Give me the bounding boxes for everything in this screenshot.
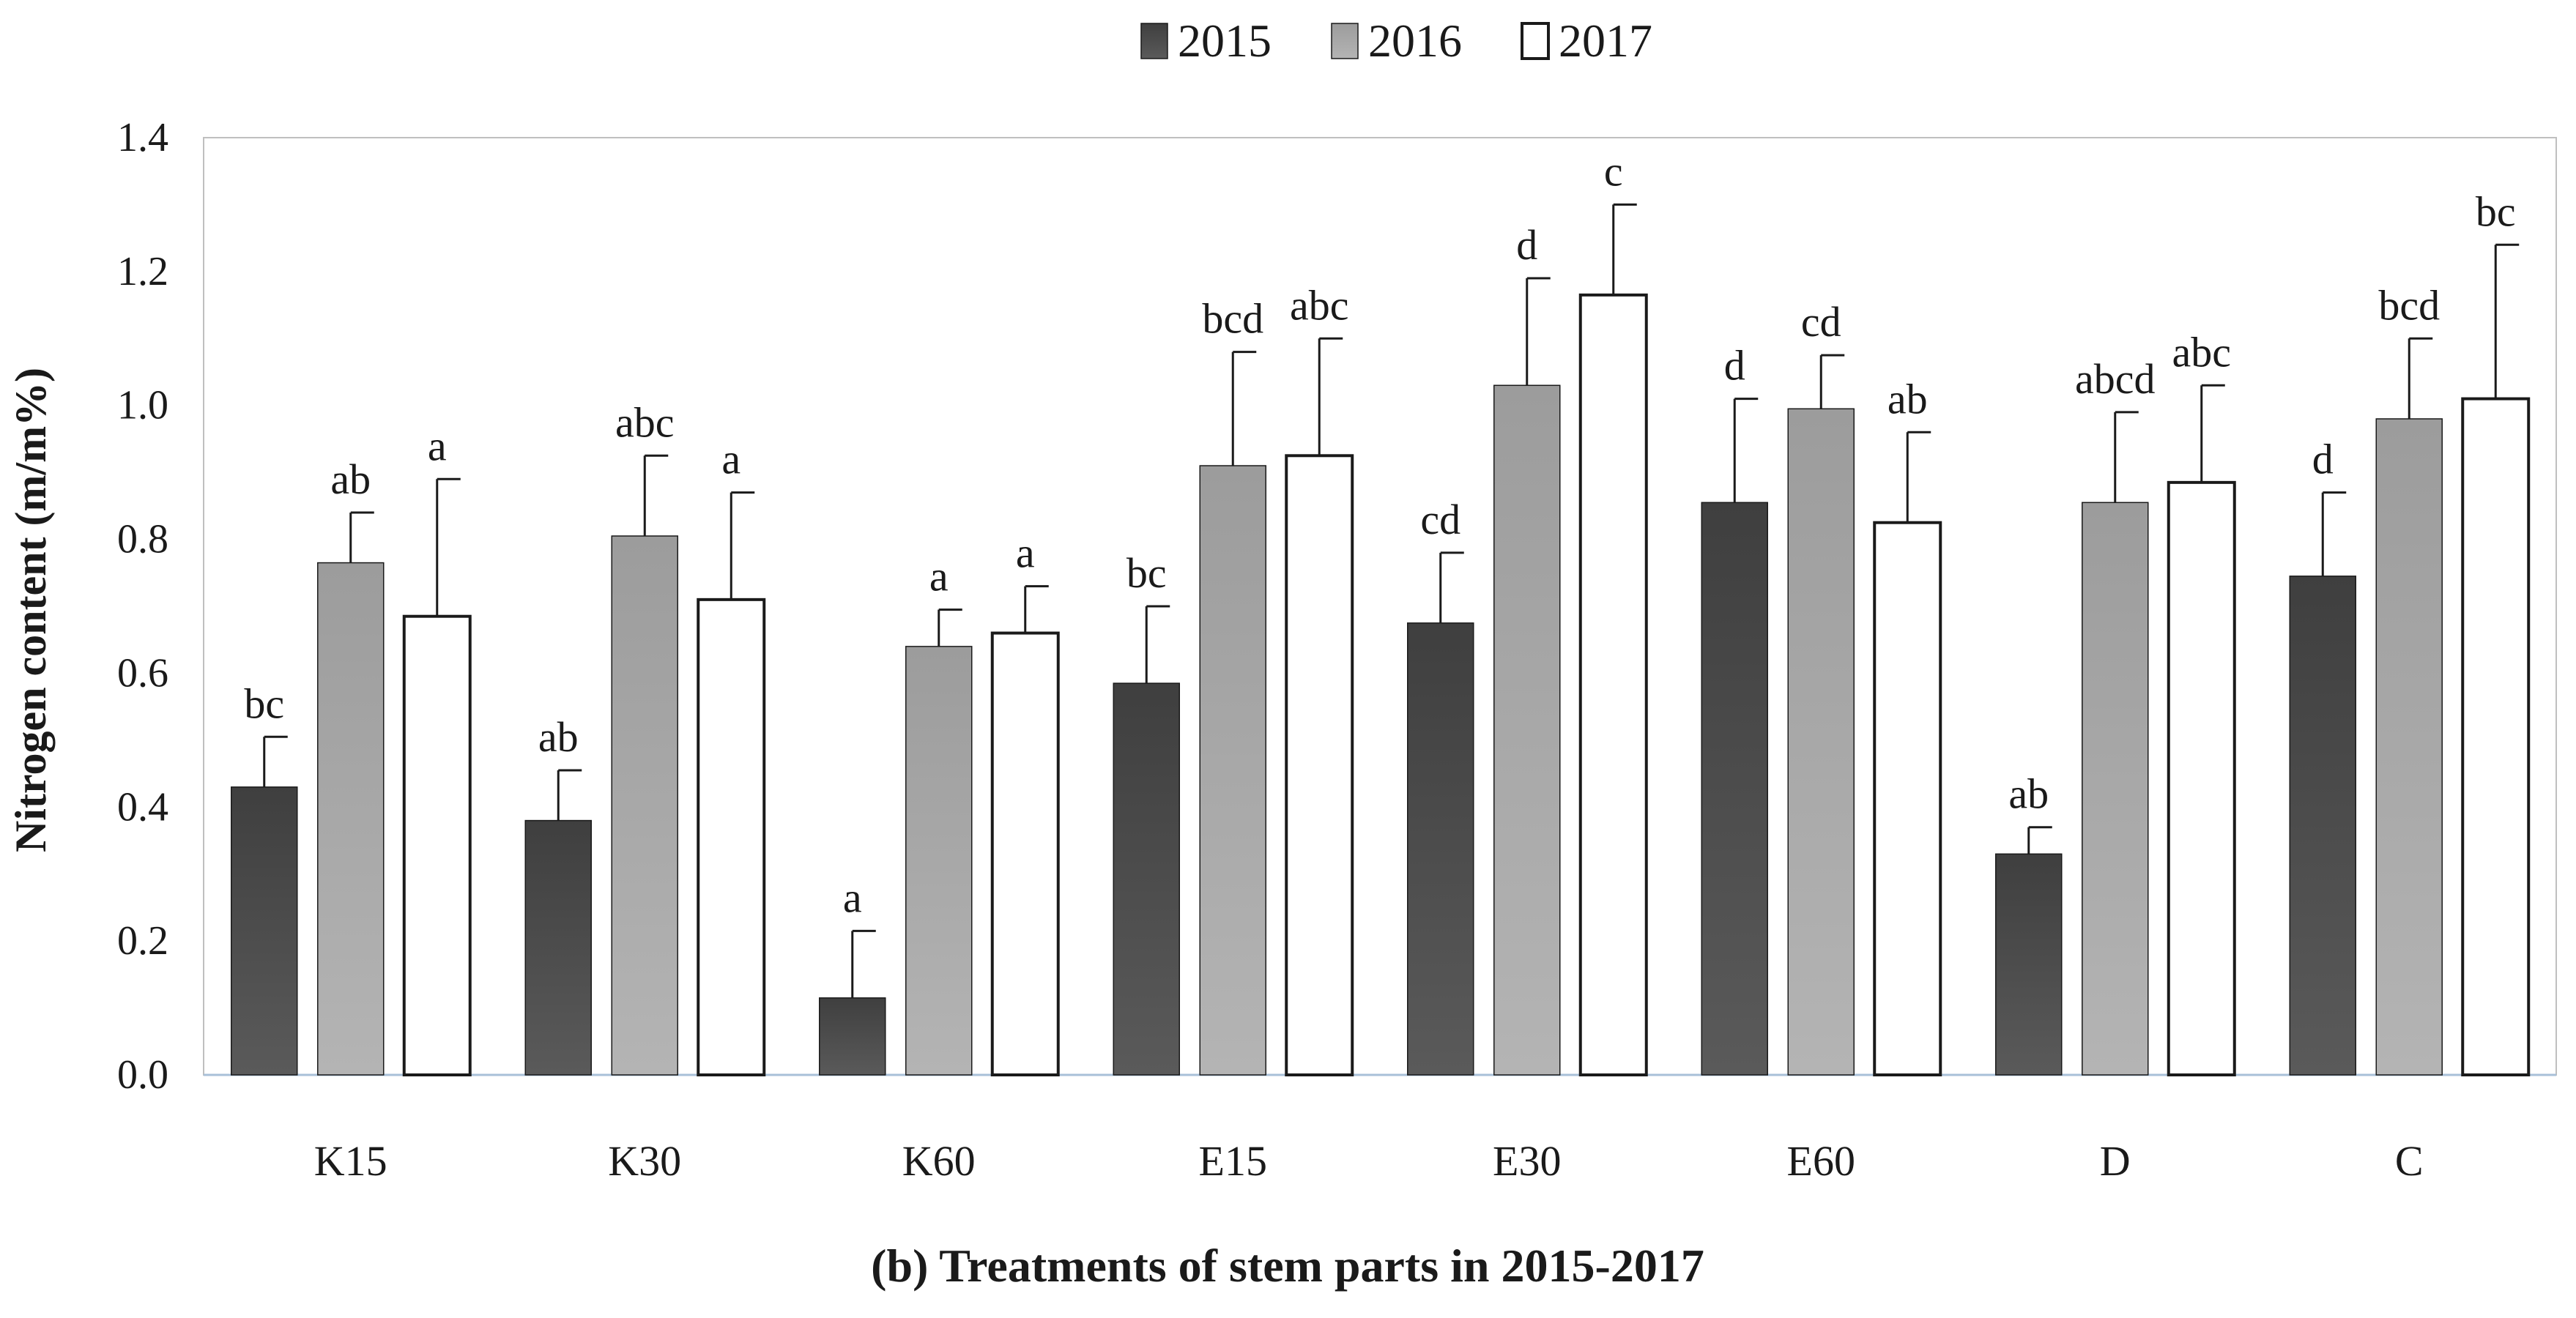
y-axis-title: Nitrogen content (m/m%) [7, 368, 55, 852]
bar-2016-K15 [317, 562, 385, 1076]
y-tick-label: 0.0 [117, 1052, 168, 1098]
significance-label: bcd [1202, 295, 1263, 343]
significance-label: d [1516, 221, 1537, 269]
bar-2015-E60 [1701, 502, 1768, 1076]
significance-label: bc [1126, 549, 1167, 597]
significance-label: d [2312, 436, 2334, 483]
significance-label: abcd [2075, 355, 2156, 403]
significance-label: bcd [2378, 281, 2440, 329]
y-axis: 0.0 0.2 0.4 0.6 0.8 1.0 1.2 1.4 [117, 115, 168, 1098]
y-tick-label: 0.8 [117, 517, 168, 562]
legend-label-2017: 2017 [1559, 15, 1652, 67]
significance-label: ab [2008, 770, 2049, 818]
significance-label: cd [1420, 496, 1460, 543]
significance-label: abc [2172, 328, 2232, 376]
x-tick-label: D [2100, 1137, 2131, 1185]
legend-swatch-2017 [1521, 22, 1550, 60]
bar-2015-K30 [524, 819, 592, 1076]
bar-2016-E15 [1199, 465, 1266, 1076]
legend: 2015 2016 2017 [1140, 15, 1652, 67]
legend-swatch-2015 [1140, 23, 1168, 59]
significance-label: d [1724, 342, 1745, 390]
bar-2017-K60 [990, 631, 1060, 1076]
significance-label: c [1604, 147, 1623, 195]
significance-label: ab [538, 713, 579, 761]
significance-label: a [721, 436, 740, 483]
significance-label: ab [1888, 375, 1928, 422]
x-tick-label: K15 [314, 1137, 387, 1185]
plot-frame [203, 137, 2557, 1076]
significance-label: abc [1290, 281, 1349, 329]
x-tick-label: K30 [608, 1137, 681, 1185]
bar-2017-C [2461, 397, 2531, 1076]
bar-2017-K30 [697, 597, 766, 1076]
y-tick-label: 0.4 [117, 784, 168, 830]
bar-2015-E15 [1113, 682, 1180, 1076]
bar-2015-K15 [231, 786, 298, 1076]
legend-swatch-2016 [1331, 23, 1359, 59]
significance-label: ab [330, 455, 371, 503]
x-tick-label: E60 [1787, 1137, 1855, 1185]
significance-label: a [929, 553, 949, 600]
bar-2015-K60 [819, 997, 886, 1076]
x-tick-label: E30 [1493, 1137, 1561, 1185]
significance-label: bc [244, 680, 284, 727]
bar-2016-K30 [611, 535, 678, 1076]
bar-2017-K15 [402, 614, 472, 1076]
bar-2015-E30 [1407, 622, 1474, 1076]
bar-2017-D [2167, 480, 2236, 1076]
bar-2015-D [1995, 853, 2063, 1076]
bar-2017-E60 [1873, 521, 1942, 1076]
bar-2016-E30 [1493, 384, 1561, 1076]
x-tick-label: K60 [902, 1137, 976, 1185]
y-tick-label: 1.0 [117, 383, 168, 428]
bar-2015-C [2289, 576, 2356, 1076]
y-tick-label: 1.4 [117, 115, 168, 160]
significance-label: a [428, 422, 447, 469]
legend-label-2016: 2016 [1368, 15, 1462, 67]
significance-label: cd [1801, 298, 1841, 346]
significance-label: bc [2476, 187, 2516, 235]
x-axis: K15 K30 K60 E15 E30 E60 D C [314, 1137, 2424, 1185]
bar-2016-K60 [905, 646, 973, 1076]
significance-label: a [1016, 529, 1035, 577]
bar-2016-E60 [1787, 408, 1855, 1076]
bar-2016-D [2082, 502, 2149, 1076]
x-axis-title: (b) Treatments of stem parts in 2015-201… [871, 1240, 1704, 1292]
x-tick-label: E15 [1199, 1137, 1267, 1185]
significance-label: abc [615, 398, 675, 446]
legend-label-2015: 2015 [1178, 15, 1272, 67]
bar-2017-E30 [1578, 293, 1648, 1076]
y-tick-label: 0.2 [117, 918, 168, 964]
y-tick-label: 0.6 [117, 650, 168, 696]
y-tick-label: 1.2 [117, 249, 168, 294]
x-tick-label: C [2395, 1137, 2424, 1185]
bar-2017-E15 [1285, 454, 1354, 1076]
significance-label: a [843, 874, 862, 921]
bar-2016-C [2375, 418, 2443, 1076]
